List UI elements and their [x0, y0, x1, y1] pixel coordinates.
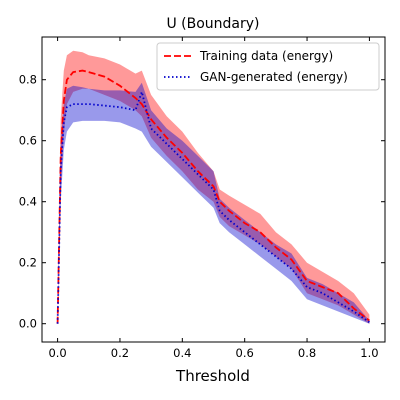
x-tick-label: 0.8	[298, 346, 316, 360]
y-tick-label: 0.0	[19, 317, 37, 331]
x-tick-label: 0.0	[48, 346, 66, 360]
x-axis-label: Threshold	[175, 367, 250, 385]
x-tick-label: 0.2	[111, 346, 129, 360]
legend: Training data (energy) GAN-generated (ene…	[156, 42, 380, 91]
x-tick-label: 0.6	[236, 346, 254, 360]
x-tick-label: 1.0	[360, 346, 378, 360]
y-tick-label: 0.4	[19, 195, 37, 209]
legend-label-0: Training data (energy)	[199, 49, 333, 63]
plot-frame	[41, 36, 386, 343]
series-1-band	[57, 82, 370, 324]
y-tick-label: 0.2	[19, 256, 37, 270]
axes: 0.0 0.2 0.4 0.6 0.8 1.0 0.0 0.2 0.4 0.6 0.8	[19, 36, 386, 360]
chart-title: U (Boundary)	[166, 16, 259, 32]
legend-label-1: GAN-generated (energy)	[200, 70, 348, 84]
y-tick-label: 0.8	[19, 73, 37, 87]
series-lines	[56, 69, 370, 324]
y-tick-label: 0.6	[19, 134, 37, 148]
series-0-line	[56, 69, 370, 324]
x-tick-label: 0.4	[173, 346, 191, 360]
legend-box	[156, 42, 380, 91]
